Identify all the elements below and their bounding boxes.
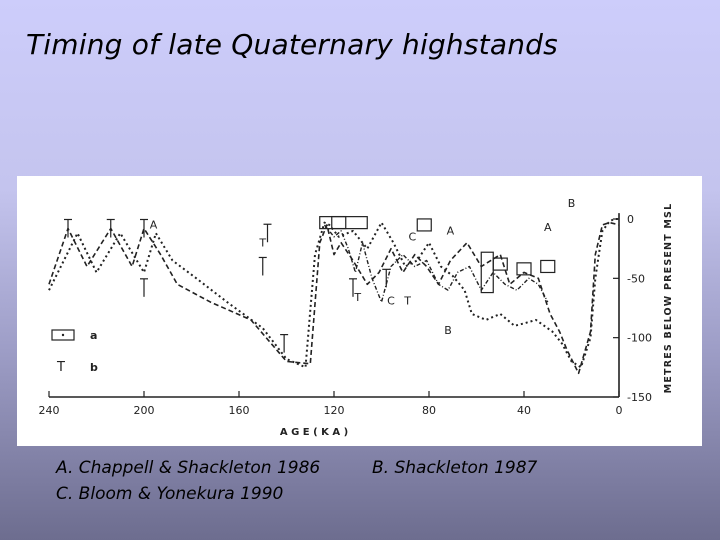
observation-box: [540, 259, 556, 274]
chart-annotation: A: [150, 218, 158, 231]
series-line-b: [48, 218, 619, 369]
caption-chappell-shackleton: A. Chappell & Shackleton 1986: [56, 458, 321, 478]
y-tick-label: -100: [627, 332, 652, 345]
legend-symbol-t: T: [56, 360, 65, 375]
x-tick-label: 120: [324, 404, 345, 417]
chart-markers: [64, 215, 556, 353]
slide-title: Timing of late Quaternary highstands: [26, 28, 558, 61]
chart-annotation: T: [353, 291, 361, 304]
y-tick-label: 0: [627, 213, 634, 226]
chart-annotation: A: [544, 221, 552, 234]
legend-label-a: a: [90, 329, 97, 342]
series-line-a: [48, 221, 620, 375]
observation-box: [516, 262, 532, 276]
caption-shackleton: B. Shackleton 1987: [372, 458, 538, 478]
observation-box: [331, 215, 347, 230]
observation-box-tall: [480, 251, 494, 294]
chart-annotation: T: [258, 236, 266, 249]
chart-legend: a T b: [51, 329, 98, 375]
y-axis-label: METRES BELOW PRESENT MSL: [663, 203, 674, 394]
chart-series: [48, 218, 620, 375]
chart-annotation: B: [568, 197, 576, 210]
x-tick-label: 0: [616, 404, 623, 417]
chart-annotation: B: [444, 324, 452, 337]
legend-box-dot: [61, 333, 65, 337]
observation-box: [416, 218, 432, 232]
x-tick-label: 80: [422, 404, 436, 417]
sea-level-chart: 240 200 160 120 80 40 0 A G E ( K A ) 0 -50 -100 -1…: [39, 197, 675, 438]
y-tick-label: -150: [627, 391, 652, 404]
chart-annotation: C: [409, 230, 417, 243]
x-tick-label: 240: [39, 404, 60, 417]
x-tick-label: 160: [229, 404, 250, 417]
x-axis-label: A G E ( K A ): [280, 427, 348, 438]
series-line-c: [323, 224, 549, 303]
legend-label-b: b: [90, 361, 98, 374]
chart-annotation: C: [387, 294, 395, 307]
chart-annotation: A: [447, 224, 455, 237]
y-tick-label: -50: [627, 272, 645, 285]
chart-annotation: T: [403, 294, 411, 307]
chart-figure: 240 200 160 120 80 40 0 A G E ( K A ) 0 -50 -100 -1…: [17, 176, 702, 446]
observation-box: [492, 257, 508, 271]
x-tick-label: 200: [134, 404, 155, 417]
x-tick-label: 40: [517, 404, 531, 417]
chart-axes: 240 200 160 120 80 40 0 A G E ( K A ) 0 -50 -100 -1…: [39, 203, 675, 438]
observation-box-wide: [319, 216, 368, 230]
legend-box-swatch: [51, 329, 75, 341]
caption-bloom-yonekura: C. Bloom & Yonekura 1990: [56, 484, 284, 504]
